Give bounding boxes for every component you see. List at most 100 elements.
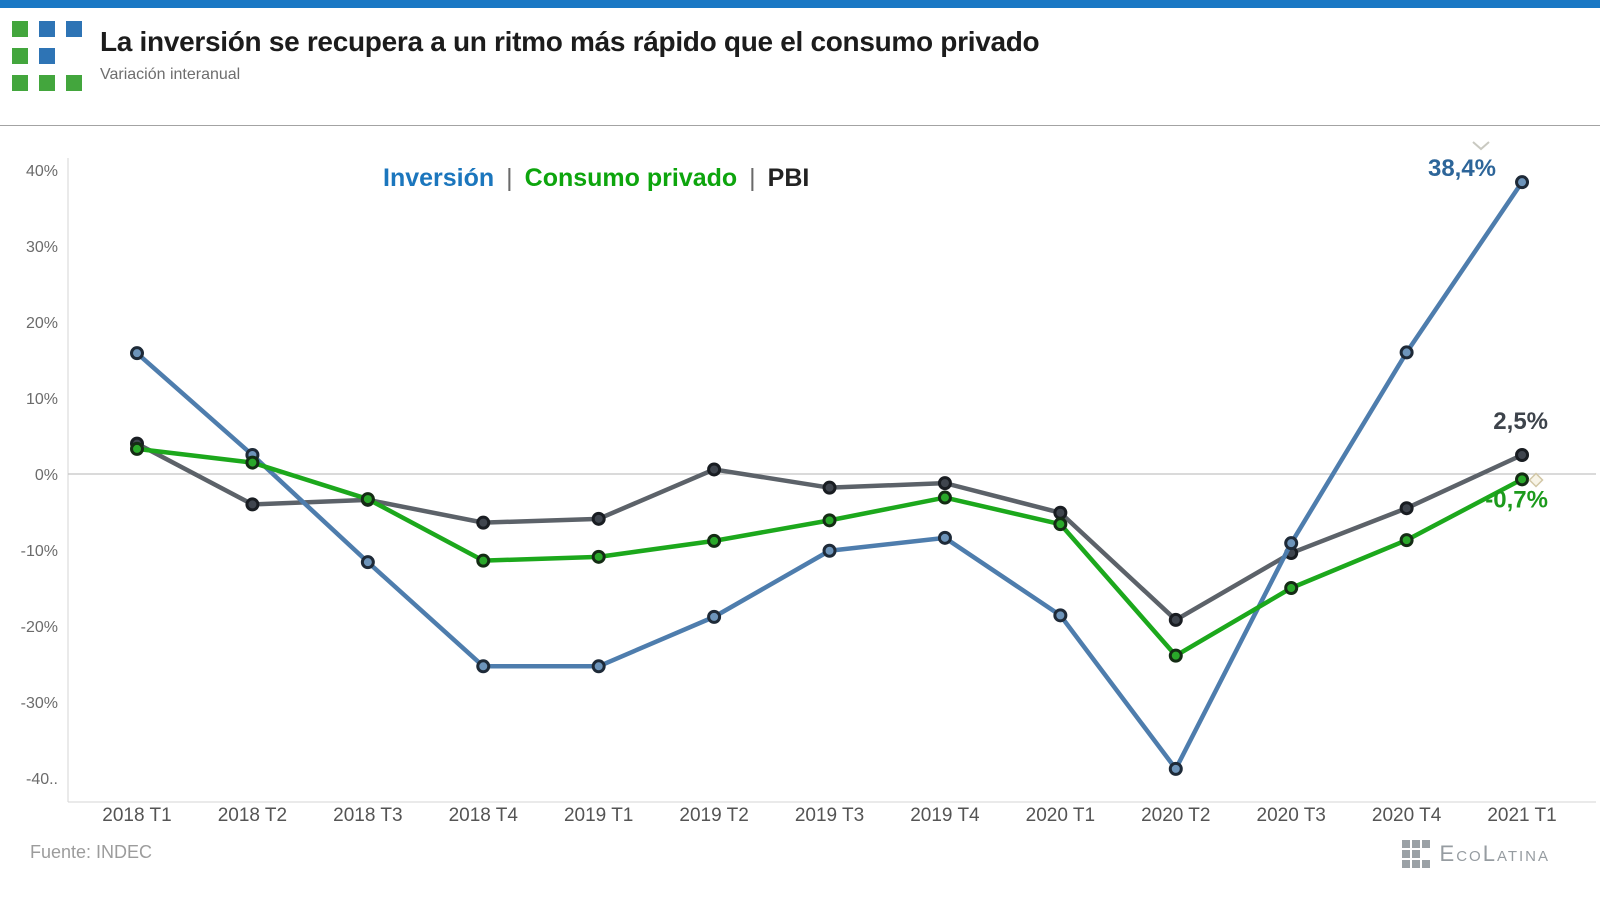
data-point-inversion-2[interactable] [360, 555, 375, 570]
y-tick-label: -30% [21, 695, 58, 712]
x-tick-label: 2020 T3 [1257, 805, 1326, 826]
y-tick-label: -40.. [26, 771, 58, 788]
logo-square [39, 48, 55, 64]
x-tick-label: 2020 T1 [1026, 805, 1095, 826]
brand-square [1421, 840, 1430, 848]
logo-square [66, 75, 82, 91]
data-point-inversion-4[interactable] [591, 659, 606, 674]
x-tick-label: 2018 T4 [449, 805, 519, 826]
data-point-pbi-4[interactable] [591, 511, 606, 526]
data-point-consumo-privado-9[interactable] [1168, 648, 1183, 663]
data-point-consumo-privado-12[interactable] [1515, 472, 1530, 487]
x-tick-label: 2019 T3 [795, 805, 864, 826]
x-tick-label: 2018 T1 [102, 805, 171, 826]
end-label-pbi: 2,5% [1493, 408, 1548, 435]
x-tick-label: 2018 T3 [333, 805, 402, 826]
page-subtitle: Variación interanual [100, 66, 241, 83]
brand-square [1411, 850, 1420, 858]
chart-legend: Inversión | Consumo privado | PBI [383, 164, 809, 193]
logo-square-empty [66, 48, 82, 64]
x-tick-label: 2019 T4 [910, 805, 980, 826]
y-tick-label: -20% [21, 619, 58, 636]
page-title: La inversión se recupera a un ritmo más … [100, 26, 1040, 57]
legend-separator: | [749, 164, 756, 192]
brand-square [1401, 860, 1410, 868]
logo-square [39, 21, 55, 37]
ecolatina-logo [12, 21, 82, 91]
end-label-consumo-privado: -0,7% [1485, 486, 1548, 513]
data-point-consumo-privado-10[interactable] [1284, 581, 1299, 595]
logo-square [12, 75, 28, 91]
data-point-inversion-12[interactable] [1515, 175, 1530, 190]
data-point-consumo-privado-6[interactable] [822, 513, 837, 528]
brand-square [1421, 860, 1430, 868]
data-point-inversion-11[interactable] [1399, 345, 1414, 360]
data-point-pbi-6[interactable] [822, 480, 837, 495]
y-tick-label: 40% [26, 163, 58, 180]
x-tick-label: 2019 T2 [679, 805, 748, 826]
x-tick-label: 2019 T1 [564, 805, 633, 826]
x-tick-label: 2020 T2 [1141, 805, 1210, 826]
header: La inversión se recupera a un ritmo más … [100, 26, 1040, 84]
data-point-inversion-7[interactable] [937, 530, 952, 545]
source-note: Fuente: INDEC [30, 842, 153, 862]
brand-footer: EcoLatina [1401, 840, 1550, 868]
legend-item-consumo-privado: Consumo privado [524, 164, 738, 192]
y-tick-label: 0% [35, 467, 58, 484]
y-tick-label: 10% [26, 391, 58, 408]
data-point-consumo-privado-7[interactable] [937, 490, 952, 505]
data-point-inversion-6[interactable] [822, 543, 837, 558]
legend-item-inversion: Inversión [383, 164, 495, 192]
data-point-pbi-8[interactable] [1053, 505, 1068, 520]
data-point-pbi-11[interactable] [1399, 501, 1414, 516]
data-point-consumo-privado-3[interactable] [476, 553, 491, 568]
brand-square [1401, 850, 1410, 858]
brand-square [1411, 840, 1420, 848]
data-point-pbi-1[interactable] [245, 497, 260, 512]
brand-square [1401, 840, 1410, 848]
line-chart: 40% 30% 20% 10% 0% -10% -20% -30% -40.. 2018 T1 20… [21, 141, 1596, 826]
header-divider [0, 125, 1600, 126]
data-point-consumo-privado-4[interactable] [591, 549, 606, 564]
y-tick-label: 30% [26, 239, 58, 256]
data-point-consumo-privado-5[interactable] [707, 533, 722, 548]
data-point-inversion-8[interactable] [1053, 608, 1068, 623]
legend-separator: | [506, 164, 513, 192]
brand-square-empty [1422, 850, 1430, 858]
x-tick-label: 2021 T1 [1487, 805, 1556, 826]
series-line-inversion [134, 179, 1525, 772]
data-point-consumo-privado-2[interactable] [360, 492, 375, 507]
brand-square [1411, 860, 1420, 868]
data-point-consumo-privado-8[interactable] [1053, 517, 1068, 532]
logo-square [12, 48, 28, 64]
y-tick-label: -10% [21, 543, 58, 560]
data-point-pbi-5[interactable] [707, 462, 722, 477]
series-line-pbi [134, 441, 1525, 623]
chevron-down-icon[interactable] [1472, 141, 1490, 151]
data-point-pbi-9[interactable] [1168, 612, 1183, 627]
data-point-inversion-9[interactable] [1168, 761, 1183, 776]
data-point-pbi-3[interactable] [476, 515, 491, 530]
brand-logo-icon [1401, 840, 1430, 868]
data-point-consumo-privado-1[interactable] [245, 455, 260, 470]
brand-name: EcoLatina [1439, 841, 1550, 866]
data-point-pbi-7[interactable] [937, 476, 952, 491]
diamond-marker-icon [1528, 472, 1544, 488]
data-point-consumo-privado-0[interactable] [130, 441, 144, 456]
data-point-inversion-10[interactable] [1284, 536, 1299, 551]
x-tick-label: 2020 T4 [1372, 805, 1442, 826]
legend-item-pbi: PBI [767, 164, 810, 192]
data-point-pbi-12[interactable] [1515, 448, 1530, 462]
top-accent-bar [0, 0, 1600, 8]
logo-square [12, 21, 28, 37]
logo-square [39, 75, 55, 91]
data-point-inversion-3[interactable] [476, 659, 491, 674]
data-point-inversion-5[interactable] [707, 609, 722, 624]
logo-square [66, 21, 82, 37]
end-label-inversion: 38,4% [1428, 155, 1496, 182]
y-tick-label: 20% [26, 315, 58, 332]
data-point-inversion-0[interactable] [130, 346, 144, 361]
data-point-consumo-privado-11[interactable] [1399, 533, 1414, 548]
x-tick-label: 2018 T2 [218, 805, 287, 826]
